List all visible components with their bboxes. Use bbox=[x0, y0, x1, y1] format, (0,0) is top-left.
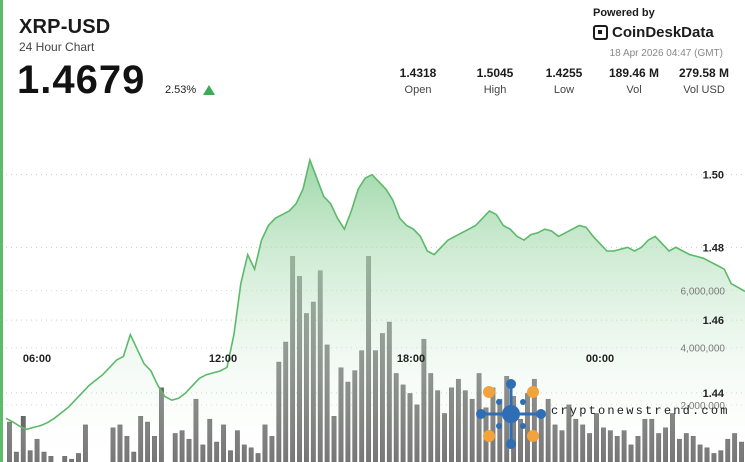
stat-low: 1.4255 Low bbox=[529, 66, 599, 96]
stat-vol-usd: 279.58 M Vol USD bbox=[669, 66, 739, 96]
stat-value: 279.58 M bbox=[678, 66, 730, 80]
brand-name: CoinDeskData bbox=[612, 24, 714, 41]
chart-subtitle: 24 Hour Chart bbox=[19, 40, 95, 54]
time-tick-label: 06:00 bbox=[23, 353, 51, 365]
powered-by-label: Powered by bbox=[593, 7, 655, 19]
price-volume-chart: 1.50 1.48 1.46 1.44 6,000,000 4,000,000 2,000,… bbox=[5, 157, 745, 462]
stat-label: Open bbox=[404, 84, 432, 96]
watermark-logo-icon bbox=[476, 379, 546, 449]
stat-high: 1.5045 High bbox=[460, 66, 530, 96]
watermark-text: cryptonewstrend.com bbox=[551, 404, 730, 418]
stat-label: Low bbox=[553, 84, 575, 96]
stat-open: 1.4318 Open bbox=[383, 66, 453, 96]
change-percent: 2.53% bbox=[165, 84, 197, 96]
price-tick-label: 1.50 bbox=[703, 170, 724, 182]
stat-value: 1.5045 bbox=[476, 66, 514, 80]
price-line bbox=[5, 157, 745, 431]
stat-label: Vol USD bbox=[683, 84, 725, 96]
price-area bbox=[5, 157, 745, 462]
stat-value: 1.4255 bbox=[545, 66, 583, 80]
stat-vol: 189.46 M Vol bbox=[599, 66, 669, 96]
time-tick-label: 18:00 bbox=[397, 353, 425, 365]
up-triangle-icon bbox=[203, 85, 215, 95]
stat-value: 1.4318 bbox=[399, 66, 437, 80]
price-tick-label: 1.48 bbox=[703, 242, 724, 254]
time-tick-label: 12:00 bbox=[209, 353, 237, 365]
price-tick-label: 1.46 bbox=[703, 315, 724, 327]
volume-tick-label: 2,000,000 bbox=[681, 401, 726, 412]
pair-title: XRP-USD bbox=[19, 16, 111, 38]
timestamp: 18 Apr 2026 04:47 (GMT) bbox=[609, 48, 723, 59]
price-tick-label: 1.44 bbox=[703, 388, 725, 400]
brand-logo: CoinDeskData bbox=[593, 24, 714, 41]
current-price: 1.4679 bbox=[17, 58, 146, 102]
stat-label: High bbox=[483, 84, 507, 96]
coindesk-icon bbox=[593, 25, 608, 40]
time-tick-label: 00:00 bbox=[586, 353, 614, 365]
stat-label: Vol bbox=[626, 84, 642, 96]
volume-tick-label: 6,000,000 bbox=[681, 287, 726, 298]
axis-labels: 1.50 1.48 1.46 1.44 6,000,000 4,000,000 2,000,… bbox=[23, 170, 725, 412]
stat-value: 189.46 M bbox=[608, 66, 660, 80]
volume-tick-label: 4,000,000 bbox=[681, 344, 726, 355]
